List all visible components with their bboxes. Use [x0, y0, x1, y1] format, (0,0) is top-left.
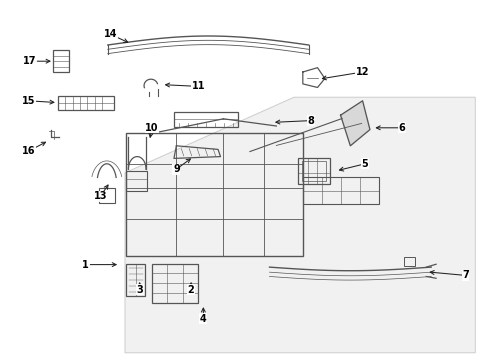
Text: 8: 8 [308, 116, 315, 126]
Polygon shape [341, 101, 370, 146]
Text: 7: 7 [462, 270, 469, 280]
Bar [126, 171, 147, 191]
Bar [303, 177, 379, 204]
Text: 13: 13 [94, 191, 107, 201]
Polygon shape [125, 97, 475, 353]
Bar [174, 112, 238, 127]
Text: 11: 11 [192, 81, 205, 91]
Bar [298, 158, 330, 184]
Text: 10: 10 [145, 123, 159, 133]
Text: 14: 14 [103, 29, 117, 39]
Bar [404, 257, 415, 266]
Bar [99, 188, 115, 203]
Text: 2: 2 [188, 285, 195, 295]
Bar [126, 264, 145, 296]
Text: 6: 6 [398, 123, 405, 133]
Text: 17: 17 [23, 56, 36, 66]
Text: 16: 16 [22, 146, 35, 156]
Bar [152, 264, 198, 303]
Text: 3: 3 [136, 285, 143, 295]
Text: 15: 15 [22, 96, 35, 106]
Text: 1: 1 [82, 260, 89, 270]
Bar [53, 50, 69, 72]
Bar [58, 96, 114, 110]
Text: 9: 9 [173, 164, 180, 174]
Bar [302, 161, 326, 181]
Text: 5: 5 [362, 159, 368, 169]
Bar [126, 133, 303, 256]
Text: 4: 4 [200, 314, 207, 324]
Text: 12: 12 [356, 67, 369, 77]
